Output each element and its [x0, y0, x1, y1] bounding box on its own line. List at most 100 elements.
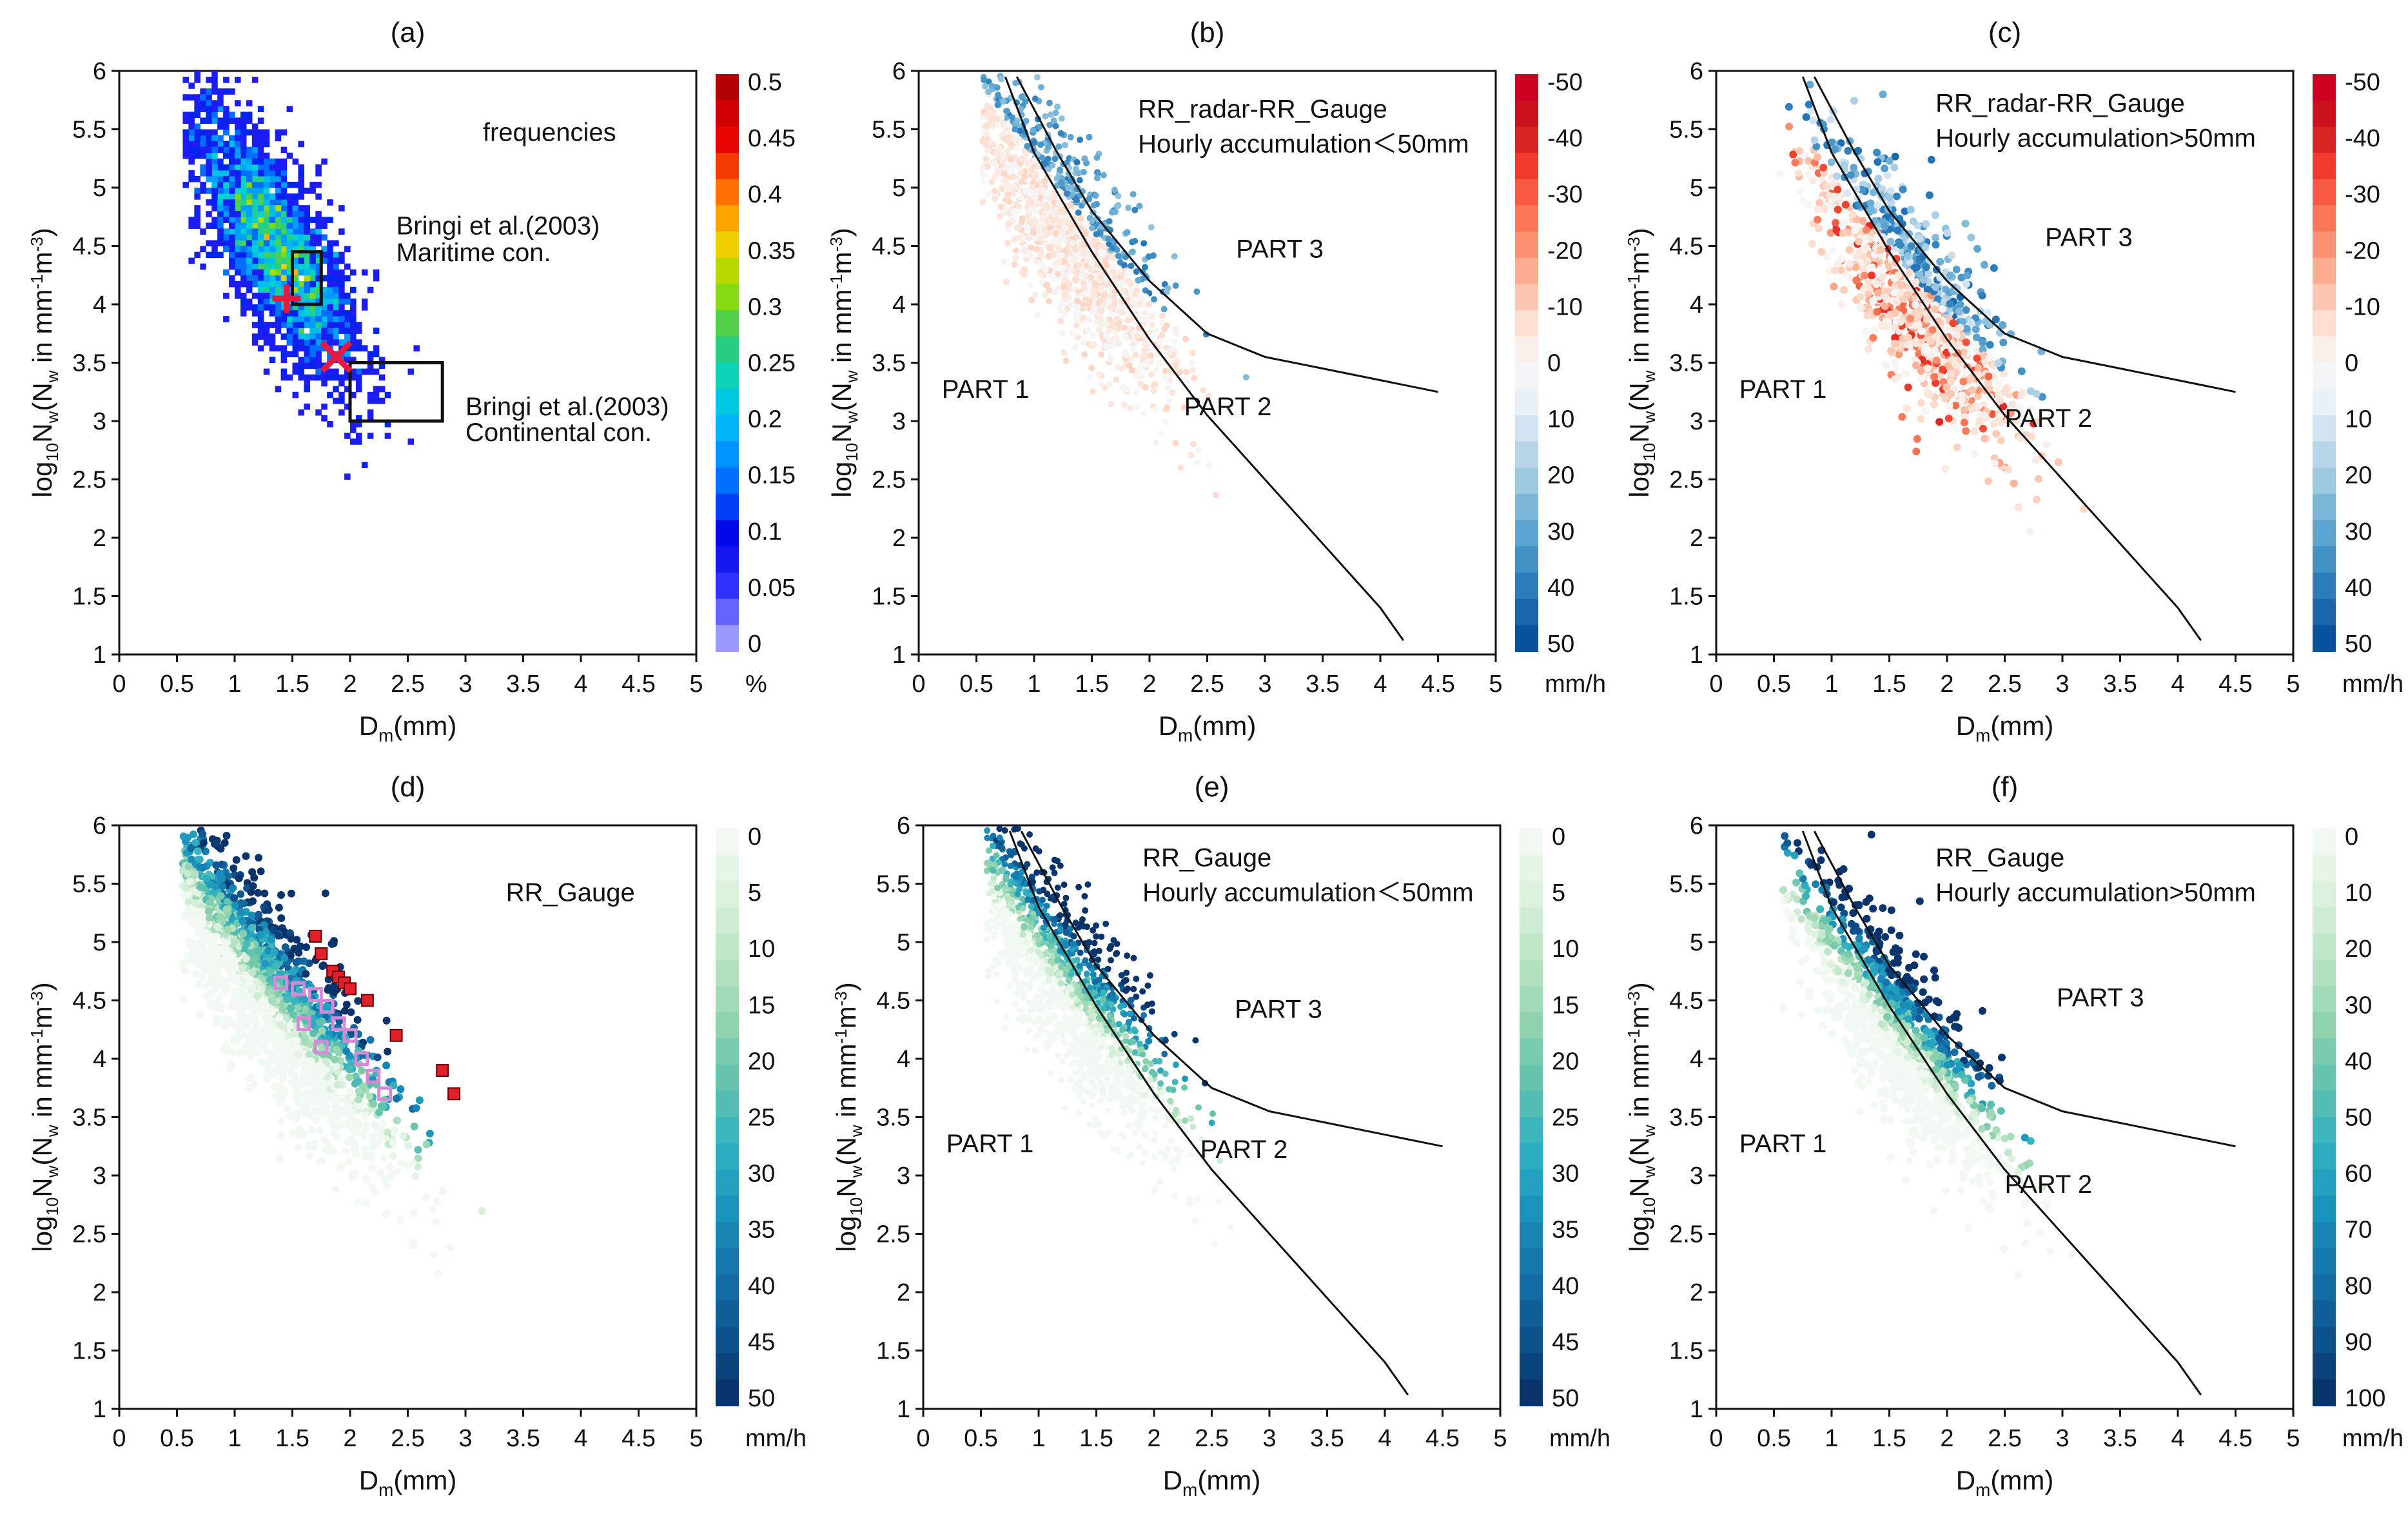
heatmap-cell: [321, 298, 328, 305]
heatmap-cell: [298, 263, 304, 270]
heatmap-cell: [286, 316, 293, 322]
scatter-point: [289, 967, 297, 976]
scatter-point: [1137, 373, 1144, 380]
heatmap-cell: [229, 112, 235, 118]
scatter-point: [1052, 110, 1059, 117]
heatmap-cell: [263, 158, 270, 165]
heatmap-cell: [344, 292, 351, 299]
scatter-point: [1814, 205, 1822, 213]
heatmap-cell: [206, 222, 212, 229]
scatter-point: [1062, 357, 1070, 364]
heatmap-cell: [292, 316, 299, 322]
scatter-point: [1004, 225, 1012, 232]
heatmap-cell: [269, 257, 276, 264]
heatmap-cell: [200, 135, 206, 142]
scatter-point: [1808, 240, 1816, 248]
heatmap-cell: [286, 205, 293, 211]
heatmap-cell: [355, 345, 362, 351]
heatmap-cell: [280, 170, 288, 177]
scatter-point: [1068, 192, 1075, 199]
scatter-point: [1041, 177, 1048, 184]
colorbar-segment: [2313, 205, 2336, 233]
heatmap-cell: [251, 322, 259, 328]
scatter-point: [1143, 317, 1150, 324]
heatmap-cell: [251, 181, 259, 188]
scatter-point: [1994, 359, 2002, 368]
heatmap-cell: [188, 146, 195, 153]
scatter-point: [1943, 229, 1952, 237]
scatter-point: [279, 1075, 287, 1083]
scatter-point: [1180, 404, 1188, 411]
heatmap-cell: [344, 351, 351, 358]
y-tick-label: 3.5: [72, 1105, 106, 1132]
scatter-point: [1122, 351, 1130, 359]
scatter-point: [1037, 194, 1044, 201]
scatter-point: [1923, 364, 1932, 373]
scatter-point: [1124, 270, 1131, 277]
annotation: PART 3: [1236, 235, 1324, 264]
scatter-point: [1194, 459, 1201, 466]
scatter-point: [1928, 326, 1937, 334]
heatmap-cell: [235, 240, 241, 247]
scatter-point: [1109, 244, 1116, 251]
heatmap-cell: [206, 135, 212, 142]
scatter-point: [1188, 452, 1195, 458]
heatmap-cell: [223, 175, 230, 182]
scatter-point: [1825, 192, 1834, 200]
heatmap-cell: [373, 368, 380, 375]
y-tick-label: 1: [1690, 642, 1703, 669]
scatter-point: [1046, 244, 1053, 251]
scatter-point: [1791, 159, 1799, 167]
y-tick-label: 6: [892, 58, 906, 85]
heatmap-cell: [280, 234, 288, 241]
colorbar-segment: [716, 933, 739, 961]
x-tick-label: 5: [2286, 671, 2300, 698]
colorbar-segment: [2313, 179, 2336, 206]
scatter-point: [1073, 159, 1081, 166]
heatmap-cell: [309, 339, 316, 346]
heatmap-cell: [304, 275, 310, 282]
scatter-point: [1113, 377, 1120, 383]
heatmap-cell: [280, 374, 288, 381]
heatmap-cell: [235, 269, 241, 276]
heatmap-cell: [217, 170, 224, 177]
heatmap-cell: [286, 217, 293, 223]
heatmap-cell: [235, 199, 241, 206]
panel-label: (b): [1190, 17, 1225, 48]
heatmap-cell: [315, 345, 322, 351]
heatmap-cell: [304, 380, 310, 387]
scatter-point: [192, 970, 201, 978]
scatter-point: [1200, 387, 1207, 394]
scatter-point: [422, 1193, 430, 1201]
scatter-point: [1972, 333, 1981, 342]
x-tick-label: 0: [112, 671, 126, 698]
heatmap-cell: [263, 188, 270, 194]
scatter-point: [1182, 335, 1189, 342]
scatter-point: [410, 1123, 418, 1130]
y-tick-label: 4: [93, 1046, 106, 1073]
colorbar-segment: [716, 493, 739, 521]
colorbar-segment: [2313, 572, 2336, 600]
heatmap-cell: [223, 240, 230, 247]
heatmap-cell: [309, 310, 316, 317]
scatter-point: [1917, 398, 1925, 407]
scatter-point: [1873, 308, 1881, 316]
heatmap-cell: [333, 368, 339, 375]
scatter-point: [1912, 278, 1920, 286]
heatmap-cell: [217, 88, 224, 95]
y-tick-label: 1.5: [1669, 584, 1703, 611]
heatmap-cell: [200, 94, 206, 101]
heatmap-cell: [315, 339, 322, 346]
x-tick-label: 1: [228, 1425, 241, 1452]
scatter-point: [1061, 217, 1068, 224]
scatter-point: [1003, 279, 1010, 286]
heatmap-cell: [229, 251, 235, 259]
heatmap-cell: [333, 374, 339, 381]
heatmap-cell: [338, 380, 345, 387]
annotation-maritime: Maritime con.: [396, 239, 551, 267]
heatmap-cell: [315, 269, 322, 276]
heatmap-cell: [263, 280, 270, 288]
heatmap-cell: [298, 228, 304, 235]
heatmap-cell: [269, 251, 276, 259]
scatter-point: [2010, 479, 2018, 487]
